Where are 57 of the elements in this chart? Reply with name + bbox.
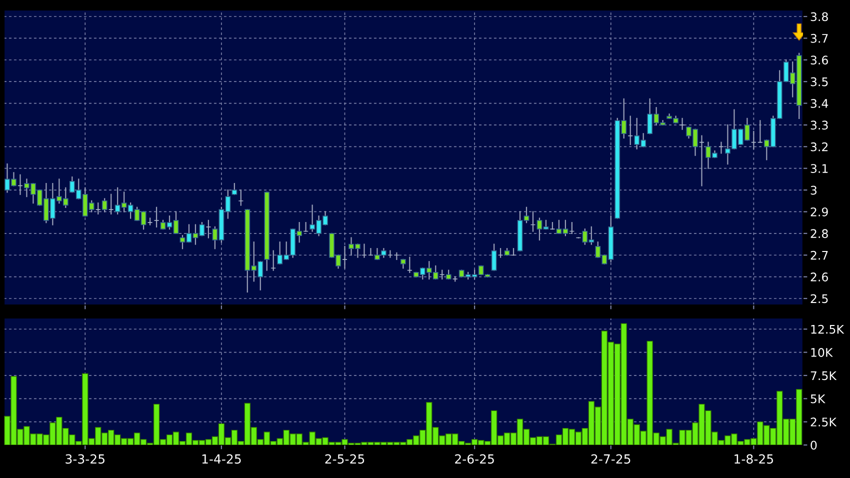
candlestick xyxy=(154,206,160,228)
y-tick-label: 7.5K xyxy=(810,371,837,380)
candlestick xyxy=(270,250,276,271)
candlestick xyxy=(628,116,634,146)
y-tick-label: 3.8 xyxy=(810,12,828,22)
candlestick xyxy=(388,250,393,258)
candlestick xyxy=(394,252,400,260)
candlestick xyxy=(510,248,516,256)
candlestick xyxy=(147,218,153,226)
candlestick xyxy=(238,189,244,206)
x-tick-label: 2-6-25 xyxy=(455,454,494,464)
candlestick xyxy=(18,174,23,195)
y-tick-label: 3.5 xyxy=(810,77,828,86)
y-tick-label: 3.3 xyxy=(810,120,828,130)
y-tick-label: 3 xyxy=(810,186,817,195)
candlestick xyxy=(368,248,374,256)
candlestick xyxy=(718,142,724,154)
x-tick-label: 2-7-25 xyxy=(591,454,630,464)
y-tick-label: 10K xyxy=(811,348,833,357)
candlestick xyxy=(342,246,348,269)
candlestick xyxy=(498,248,504,258)
candlestick xyxy=(102,198,108,212)
y-tick-label: 3.1 xyxy=(810,164,828,173)
candlestick xyxy=(303,222,309,232)
y-tick-label: 2.7 xyxy=(810,250,828,260)
y-tick-label: 2.6 xyxy=(810,272,828,282)
y-tick-label: 12.5K xyxy=(811,324,844,334)
candlestick xyxy=(108,194,114,214)
candlestick xyxy=(232,182,238,195)
x-tick-label: 1-4-25 xyxy=(202,454,241,464)
candlestick xyxy=(439,270,445,280)
candlestick xyxy=(750,130,756,150)
x-tick-label: 1-8-25 xyxy=(734,454,773,464)
y-tick-label: 0 xyxy=(810,440,817,450)
candlestick xyxy=(569,222,575,234)
y-tick-label: 2.5 xyxy=(810,294,828,304)
y-tick-label: 3.7 xyxy=(810,34,828,43)
y-tick-label: 2.9 xyxy=(810,207,828,216)
y-tick-label: 5K xyxy=(810,394,826,404)
y-tick-label: 2.8 xyxy=(810,229,828,238)
candlestick xyxy=(491,244,497,271)
candlestick xyxy=(757,120,763,143)
candlestick xyxy=(699,135,704,186)
candlestick xyxy=(530,211,536,232)
candlestick xyxy=(680,118,685,130)
candlestick xyxy=(452,276,458,282)
candlestick xyxy=(206,220,212,238)
y-tick-label: 3.2 xyxy=(810,142,828,152)
y-tick-label: 3.6 xyxy=(810,56,828,65)
candlestick xyxy=(95,202,101,214)
x-tick-label: 2-5-25 xyxy=(325,454,364,464)
candlestick xyxy=(550,222,556,230)
candlestick xyxy=(362,244,367,258)
y-tick-label: 2.5K xyxy=(810,418,837,426)
candlestick xyxy=(406,256,412,274)
x-tick-label: 3-3-25 xyxy=(66,454,104,464)
y-tick-label: 3.4 xyxy=(810,98,828,108)
